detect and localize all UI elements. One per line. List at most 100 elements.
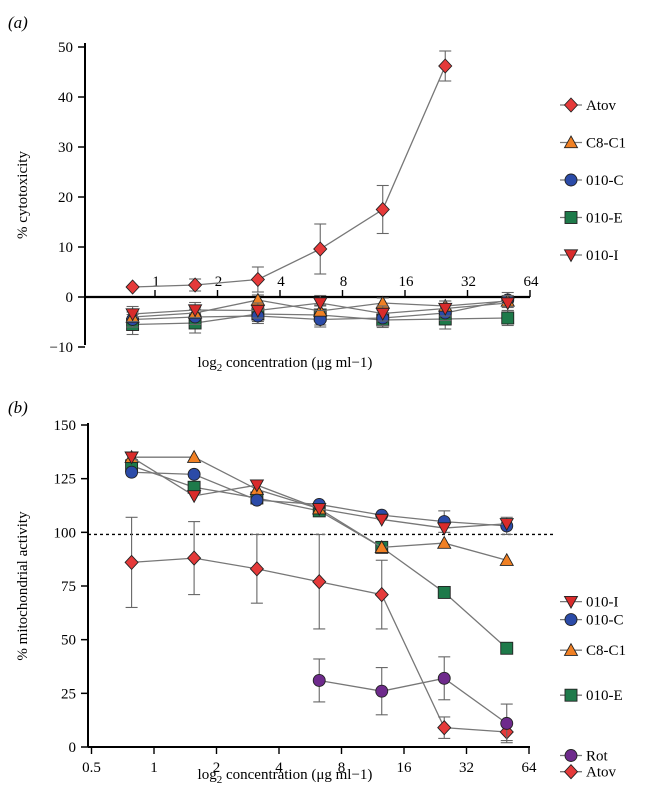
x-tick-label-b: 1 <box>150 760 158 776</box>
data-point-b <box>375 684 389 698</box>
data-point-a <box>312 297 328 311</box>
legend-label-b: Rot <box>586 749 609 765</box>
data-point-b <box>499 552 515 566</box>
y-tick-label-b: 150 <box>54 418 77 434</box>
legend-label-b: 010-I <box>586 595 619 611</box>
series-line-b-Rot <box>319 677 508 724</box>
data-point-b <box>436 522 452 536</box>
data-point-a <box>250 271 265 288</box>
data-point-b <box>374 539 390 554</box>
data-point-b <box>125 465 139 479</box>
legend-marker-a <box>563 97 579 113</box>
x-tick-label-b: 16 <box>397 760 413 776</box>
x-tick-label-b: 4 <box>275 760 283 776</box>
data-point-b <box>250 493 264 507</box>
legend-label-b: 010-C <box>586 613 624 629</box>
chart-a: −10 0 10 20 30 40 50 1 2 4 8 16 32 64 % cytotoxicity lo… <box>15 40 626 374</box>
y-tick-label-a: 30 <box>58 140 73 156</box>
x-tick-label-a: 4 <box>277 274 285 290</box>
data-point-b <box>437 671 451 685</box>
x-axis-label-b: log2 concentration (μg ml−1) <box>198 767 373 785</box>
legend-marker-a <box>563 249 579 263</box>
legend-label-b: Atov <box>586 765 617 781</box>
legend-label-a: Atov <box>586 98 617 114</box>
data-point-b <box>437 585 451 599</box>
x-axis-label-a: log2 concentration (μg ml−1) <box>198 355 373 374</box>
y-tick-label-a: 50 <box>58 40 73 56</box>
y-tick-label-b: 0 <box>69 740 77 756</box>
data-point-a <box>187 277 203 293</box>
legend-label-b: 010-E <box>586 688 623 704</box>
data-point-b <box>187 467 201 481</box>
x-tick-label-b: 2 <box>213 760 221 776</box>
data-point-b <box>374 513 390 527</box>
data-point-b <box>186 490 202 504</box>
x-tick-label-b: 8 <box>338 760 346 776</box>
chart-b: 0 25 50 75 100 125 150 0.5 1 2 4 8 16 32 64 % mitochond… <box>15 418 626 785</box>
panel-a-label: (a) <box>8 13 28 32</box>
legend-label-a: 010-E <box>586 211 623 227</box>
y-tick-label-b: 25 <box>61 686 76 702</box>
data-point-a <box>125 308 140 322</box>
data-point-a <box>187 304 203 318</box>
y-tick-label-b: 100 <box>54 525 77 541</box>
y-tick-label-a: 20 <box>58 190 73 206</box>
data-point-b <box>186 449 202 463</box>
data-point-a <box>501 311 515 325</box>
data-point-a <box>438 58 453 74</box>
data-point-b <box>186 550 202 566</box>
legend-marker-a <box>563 135 579 149</box>
data-point-a <box>125 279 140 295</box>
data-point-a <box>375 201 390 218</box>
panel-b-label: (b) <box>8 398 28 417</box>
y-tick-label-a: 10 <box>58 240 73 256</box>
legend-label-a: 010-I <box>586 248 619 264</box>
legend-marker-b <box>563 595 579 610</box>
legend-label-a: 010-C <box>586 173 624 189</box>
data-point-a <box>500 297 516 311</box>
x-tick-label-a: 32 <box>461 274 476 290</box>
data-point-a <box>437 302 453 316</box>
data-point-a <box>250 304 266 318</box>
x-tick-label-a: 1 <box>152 274 160 290</box>
data-point-b <box>499 518 515 532</box>
series-line-a-Atov <box>132 65 446 288</box>
legend-marker-b <box>564 613 578 627</box>
data-point-b <box>500 641 514 655</box>
x-tick-label-a: 2 <box>215 274 223 290</box>
data-point-b <box>500 716 514 730</box>
data-point-b <box>249 479 265 493</box>
x-tick-label-b: 32 <box>459 760 474 776</box>
data-point-b <box>312 574 327 590</box>
y-tick-label-a: 0 <box>66 290 74 306</box>
data-point-b <box>436 535 452 549</box>
data-point-b <box>374 586 389 603</box>
x-tick-label-b: 0.5 <box>82 760 101 776</box>
data-point-b <box>312 674 326 687</box>
y-axis-label-b: % mitochondrial activity <box>15 511 31 661</box>
data-point-b <box>437 720 452 736</box>
legend-marker-a <box>564 211 578 224</box>
legend-marker-b <box>564 688 578 702</box>
x-tick-label-b: 64 <box>522 760 538 776</box>
data-point-b <box>311 503 327 517</box>
y-axis-label-a: % cytotoxicity <box>15 151 31 239</box>
y-tick-label-b: 75 <box>61 579 76 595</box>
data-point-b <box>124 451 139 465</box>
x-tick-label-a: 64 <box>524 274 540 290</box>
y-tick-label-a: −10 <box>50 340 73 356</box>
series-line-b-010-I <box>131 456 507 529</box>
data-point-b <box>249 561 264 577</box>
legend-marker-b <box>563 642 579 656</box>
y-tick-label-b: 125 <box>54 472 77 488</box>
data-point-a <box>375 307 391 321</box>
data-point-b <box>124 554 139 571</box>
legend-label-a: C8-C1 <box>586 136 626 152</box>
y-tick-label-b: 50 <box>61 633 76 649</box>
data-point-a <box>313 241 328 257</box>
x-tick-label-a: 16 <box>399 274 415 290</box>
legend-marker-a <box>564 173 578 187</box>
legend-label-b: C8-C1 <box>586 643 626 659</box>
legend-marker-b <box>564 749 578 762</box>
